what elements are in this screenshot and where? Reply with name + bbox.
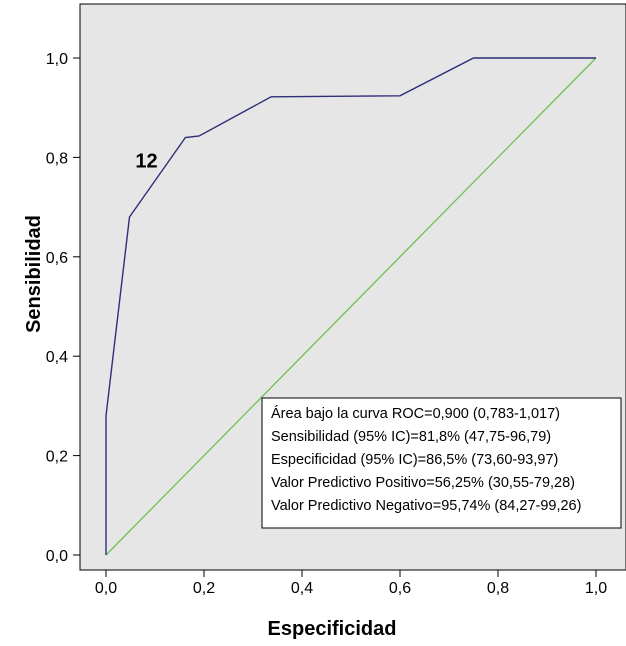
y-tick-label: 1,0 (46, 51, 68, 68)
x-tick-label: 0,2 (193, 580, 215, 597)
y-tick-label: 0,0 (46, 548, 68, 565)
y-tick-label: 0,4 (46, 349, 68, 366)
x-tick-label: 0,8 (487, 580, 509, 597)
y-axis-title: Sensibilidad (23, 215, 45, 333)
x-axis: 0,0 0,2 0,4 0,6 0,8 1,0 (95, 570, 607, 597)
y-axis: 0,0 0,2 0,4 0,6 0,8 1,0 (46, 51, 80, 565)
x-tick-label: 1,0 (585, 580, 607, 597)
y-tick-label: 0,6 (46, 250, 68, 267)
x-tick-label: 0,6 (389, 580, 411, 597)
x-tick-label: 0,0 (95, 580, 117, 597)
x-tick-label: 0,4 (291, 580, 313, 597)
x-axis-title: Especificidad (268, 618, 397, 640)
stats-line-sensitivity: Sensibilidad (95% IC)=81,8% (47,75-96,79… (271, 429, 551, 445)
roc-curve (105, 57, 596, 555)
curve-annotation: 12 (135, 150, 157, 172)
reference-diagonal (105, 57, 597, 556)
y-tick-label: 0,8 (46, 150, 68, 167)
stats-line-specificity: Especificidad (95% IC)=86,5% (73,60-93,9… (271, 452, 558, 468)
stats-line-auc: Área bajo la curva ROC=0,900 (0,783-1,01… (271, 405, 560, 422)
stats-box: Área bajo la curva ROC=0,900 (0,783-1,01… (261, 397, 622, 529)
stats-line-npv: Valor Predictivo Negativo=95,74% (84,27-… (271, 498, 581, 514)
stats-line-ppv: Valor Predictivo Positivo=56,25% (30,55-… (271, 475, 575, 491)
y-tick-label: 0,2 (46, 449, 68, 466)
